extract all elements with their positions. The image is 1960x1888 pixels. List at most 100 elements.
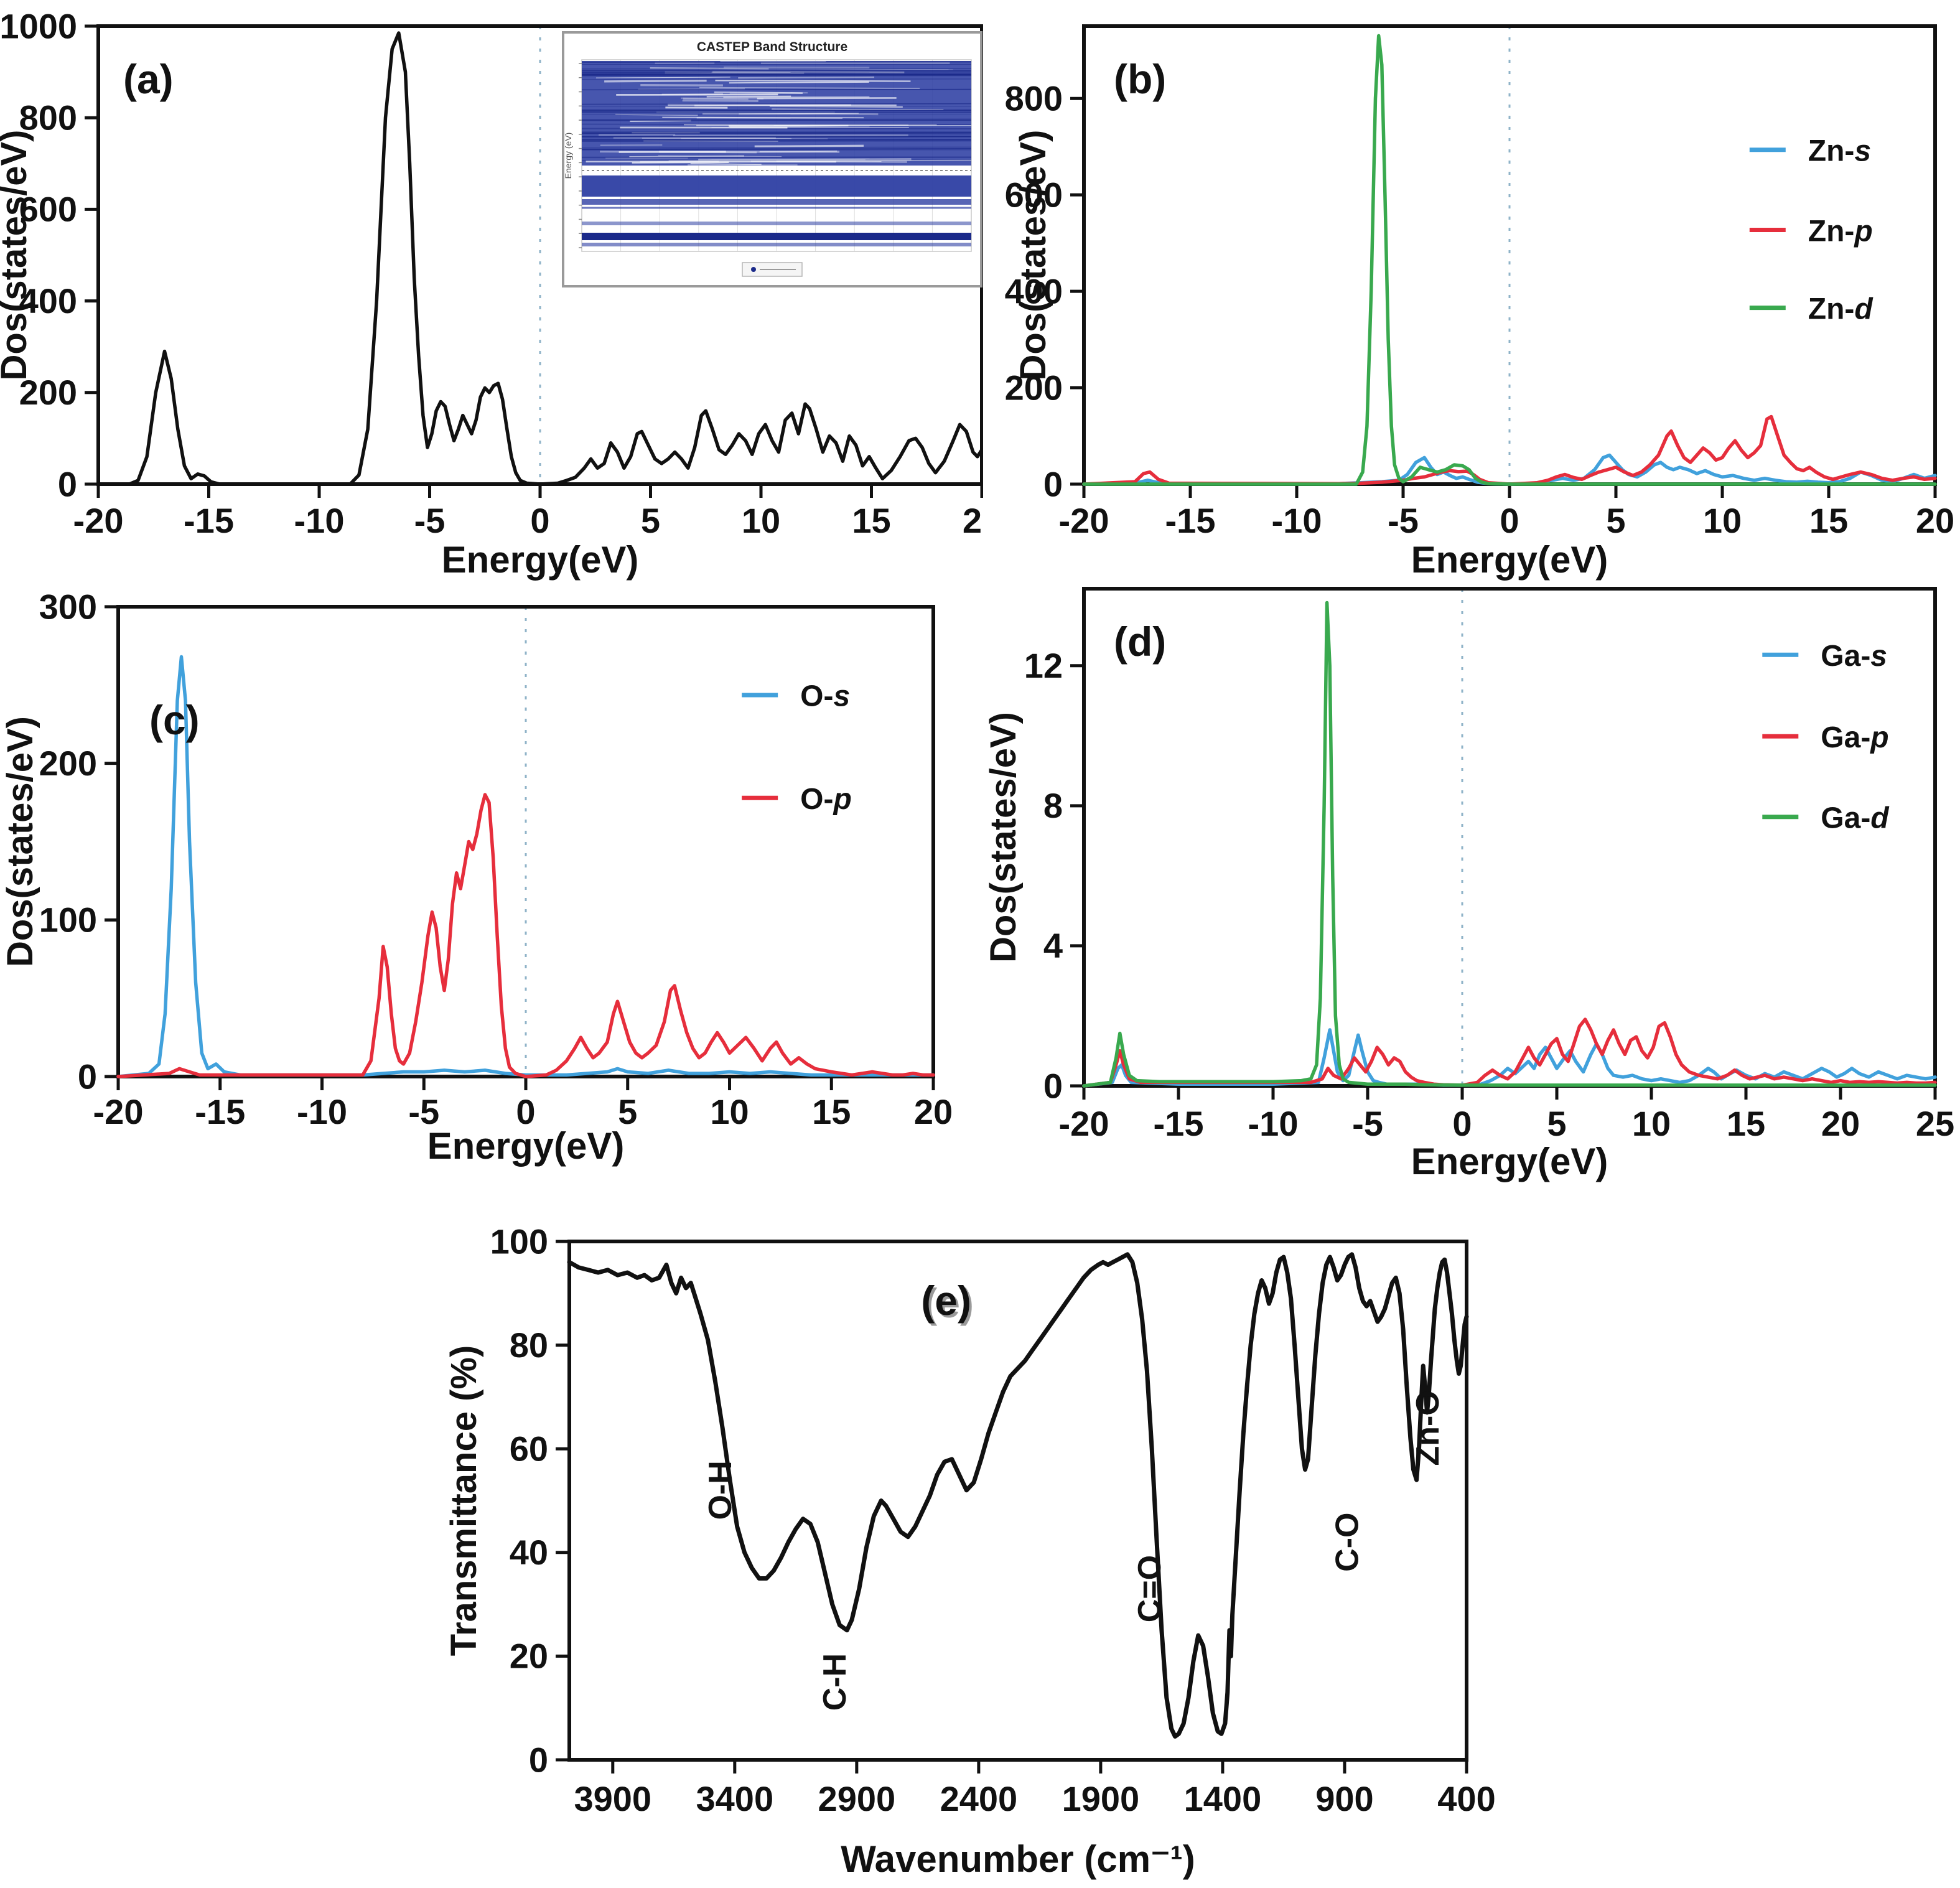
y-axis-label: Dos(states/eV) xyxy=(0,716,40,967)
legend-ga-s: Ga-s xyxy=(1762,640,1887,673)
x-tick-label: -5 xyxy=(1352,1104,1383,1143)
y-axis-label: Dos(states/eV) xyxy=(983,712,1024,963)
y-tick-label: 0 xyxy=(1043,1066,1063,1105)
ftir-transmittance-line xyxy=(567,1252,1469,1739)
x-tick-label: 10 xyxy=(710,1092,749,1131)
y-tick-label: 0 xyxy=(1043,464,1063,503)
x-tick-label: -5 xyxy=(1388,501,1419,540)
x-tick-label: -5 xyxy=(408,1092,439,1131)
x-tick-label: 10 xyxy=(1703,501,1742,540)
inset-band-streak xyxy=(698,158,912,161)
x-tick-label: 0 xyxy=(530,501,549,540)
panel-d: -20 -15 -10 -5 0 5 10 15 20 25 0 4 8 12 Energy(eV) Dos(… xyxy=(983,579,1960,1238)
plot-frame xyxy=(1082,587,1937,1088)
annotation-c-o: C-O xyxy=(1330,1512,1366,1571)
legend-ga-p: Ga-p xyxy=(1762,721,1889,754)
x-axis-label: Wavenumber (cm⁻¹) xyxy=(841,1838,1195,1880)
panel-b-chart: -20 -15 -10 -5 0 5 10 15 200200400600800Energy(e… xyxy=(1005,24,1954,581)
y-tick-label: 1000 xyxy=(0,6,77,45)
y-tick-label: 0 xyxy=(529,1740,548,1779)
inset-band-line xyxy=(581,88,972,91)
x-tick-label: 10 xyxy=(742,501,780,540)
legend-label: O-p xyxy=(800,783,852,816)
plot-frame xyxy=(567,1240,1468,1762)
x-tick-label: -5 xyxy=(414,501,446,540)
inset-band-streak xyxy=(769,105,903,108)
inset-title: CASTEP Band Structure xyxy=(697,40,847,54)
inset-band-streak xyxy=(599,133,676,136)
x-tick-label: 1400 xyxy=(1184,1779,1262,1818)
panel-a: -20-15-10-50510152002004006008001000Ener… xyxy=(0,0,1001,591)
inset-band-line xyxy=(581,103,972,105)
plot-frame xyxy=(116,605,935,1078)
x-tick-label: -15 xyxy=(184,501,234,540)
y-tick-label: 0 xyxy=(58,464,77,503)
y-tick-label: 200 xyxy=(19,373,77,412)
x-tick-label: 2400 xyxy=(940,1779,1018,1818)
y-axis-label: Dos(states/eV) xyxy=(0,130,34,381)
ga-s-line xyxy=(1082,1028,1937,1088)
inset-band-streak xyxy=(729,82,869,84)
inset-valence-band xyxy=(582,175,971,197)
y-tick-label: 800 xyxy=(1005,78,1063,118)
x-tick-label: -15 xyxy=(1165,501,1216,540)
inset-dense-bands xyxy=(582,61,971,166)
x-tick-label: -15 xyxy=(195,1092,245,1131)
x-tick-label: 0 xyxy=(1452,1104,1472,1143)
legend-label: Zn-s xyxy=(1808,134,1871,167)
legend-zn-s: Zn-s xyxy=(1749,134,1871,167)
o-s-line xyxy=(116,655,935,1078)
annotation-zn-o: Zn-O xyxy=(1410,1390,1446,1465)
x-axis-label: Energy(eV) xyxy=(1411,539,1608,581)
zn-p-line xyxy=(1082,414,1937,486)
legend-zn-d: Zn-d xyxy=(1749,292,1874,325)
x-tick-label: 20 xyxy=(1916,501,1954,540)
panel-letter: (d) xyxy=(1114,619,1166,665)
y-tick-label: 300 xyxy=(39,591,97,626)
x-tick-label: 15 xyxy=(1727,1104,1765,1143)
x-tick-label: 400 xyxy=(1437,1779,1495,1818)
x-tick-label: 5 xyxy=(1547,1104,1566,1143)
inset-band-line xyxy=(581,139,972,141)
x-tick-label: -10 xyxy=(1248,1104,1299,1143)
x-tick-label: -20 xyxy=(1059,1104,1109,1143)
x-tick-label: 5 xyxy=(641,501,660,540)
inset-band-streak xyxy=(738,76,875,79)
x-tick-label: 3400 xyxy=(696,1779,774,1818)
x-tick-label: 25 xyxy=(1916,1104,1954,1143)
legend-label: Ga-d xyxy=(1821,801,1890,834)
zn-d-line xyxy=(1082,34,1937,486)
inset-band-streak xyxy=(683,97,749,101)
y-tick-label: 200 xyxy=(39,744,97,783)
y-axis-label: Transmittance (%) xyxy=(444,1345,484,1657)
annotation-c-h: C-H xyxy=(817,1653,853,1711)
panel-e-chart: 3900 3400 2900 2400 1900 1400 900 400 0 20 40 60 80 1… xyxy=(444,1222,1496,1880)
panel-c: -20 -15 -10 -5 0 5 10 15 20 0 100 200 300 Energy(eV) D… xyxy=(0,587,983,1226)
o-p-line xyxy=(116,793,935,1078)
x-tick-label: -10 xyxy=(294,501,345,540)
x-tick-label: -20 xyxy=(1059,501,1109,540)
panel-c-chart: -20 -15 -10 -5 0 5 10 15 200100200300Energy(eV)D… xyxy=(0,587,953,1167)
inset-band-line xyxy=(581,146,972,149)
y-tick-label: 12 xyxy=(1024,646,1063,685)
x-axis-label: Energy(eV) xyxy=(442,539,639,581)
y-tick-label: 100 xyxy=(39,900,97,940)
band-structure-inset: CASTEP Band Structure Energy (eV) xyxy=(562,31,982,287)
inset-band-streak xyxy=(604,80,707,83)
legend-o-s: O-s xyxy=(742,680,850,713)
panel-b: -20 -15 -10 -5 0 5 10 15 20 0 200 400 600 800 Energy(e… xyxy=(983,0,1960,591)
ga-d-line xyxy=(1082,601,1937,1088)
inset-band-streak xyxy=(642,137,791,139)
x-tick-label: 20 xyxy=(963,501,983,540)
legend-o-p: O-p xyxy=(742,783,852,816)
x-tick-label: 10 xyxy=(1632,1104,1671,1143)
y-tick-label: 40 xyxy=(510,1533,548,1572)
inset-band-line xyxy=(581,159,972,161)
y-tick-label: 600 xyxy=(19,190,77,229)
y-tick-label: 400 xyxy=(19,281,77,320)
x-tick-label: 0 xyxy=(1500,501,1519,540)
x-tick-label: -10 xyxy=(1272,501,1322,540)
inset-low-band-1 xyxy=(582,222,971,225)
panel-letter: (a) xyxy=(123,56,174,102)
